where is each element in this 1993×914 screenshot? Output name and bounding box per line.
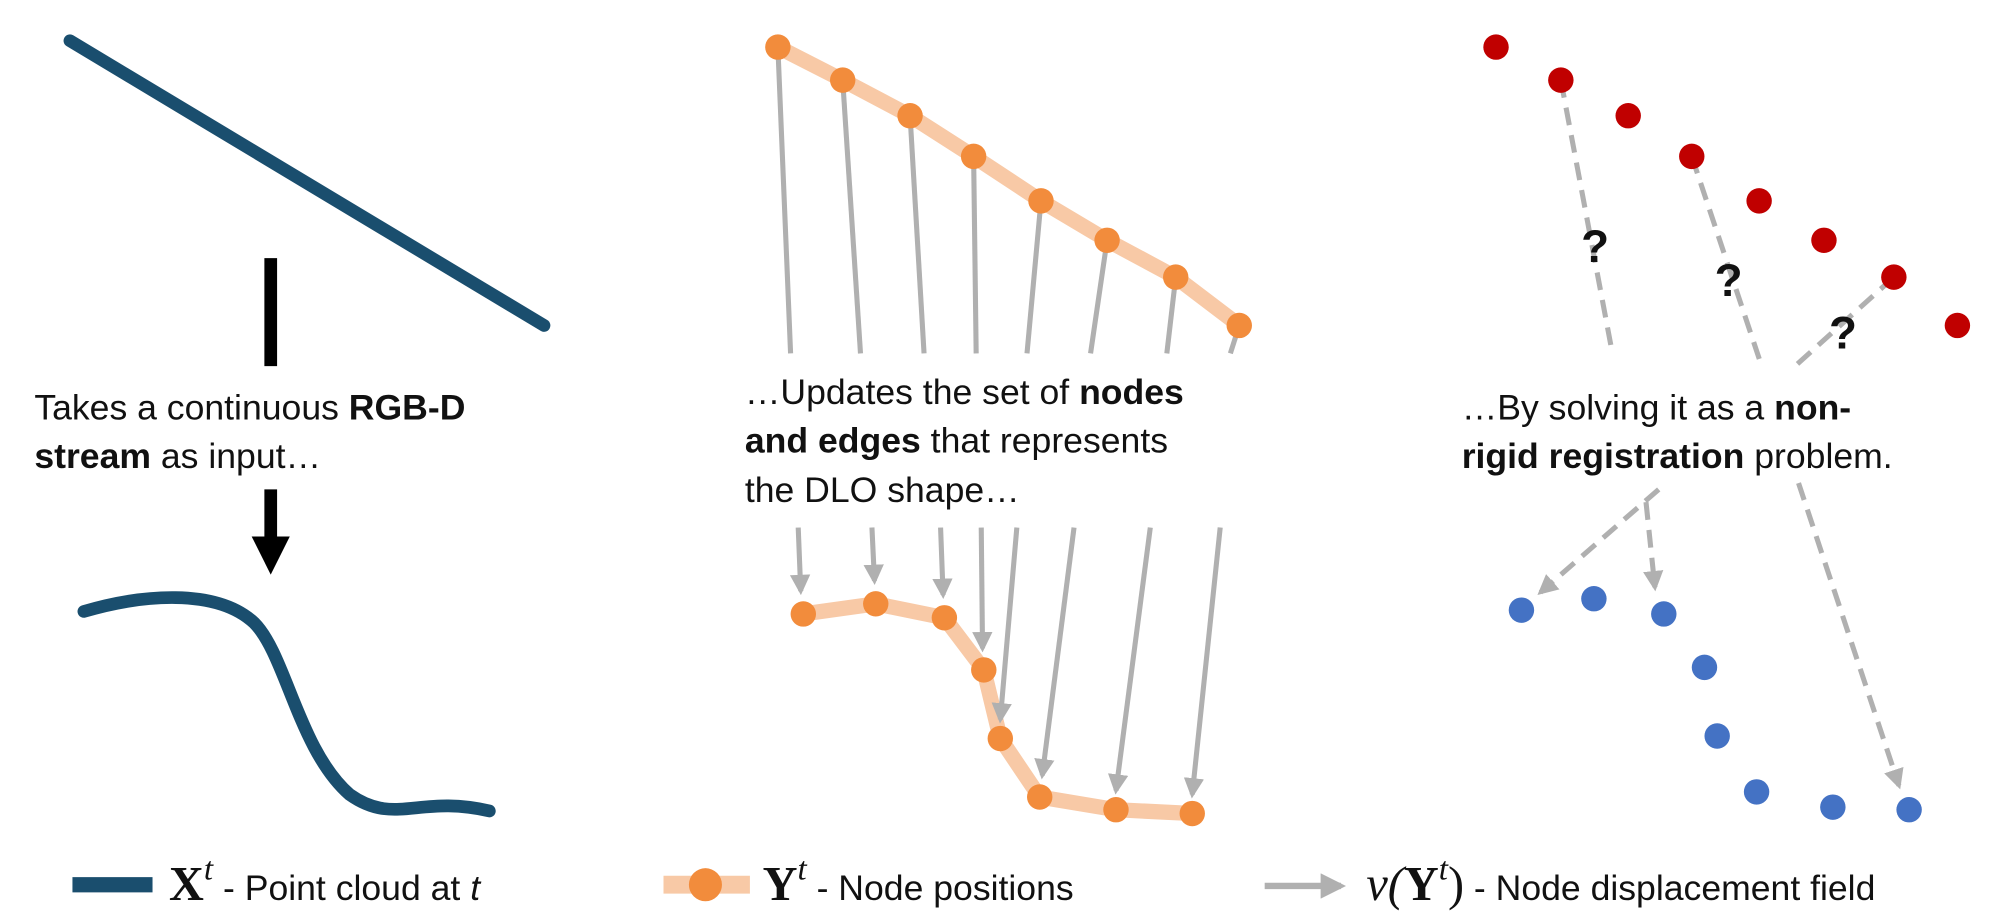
text-run: problem. [1744, 436, 1892, 476]
question-mark: ? [1581, 221, 1609, 272]
text-run: Y [1404, 858, 1439, 911]
text-run: …By solving it as a [1462, 388, 1774, 428]
text-run: - Node displacement field [1464, 868, 1875, 908]
text-run: X [169, 858, 204, 911]
caption-line: …Updates the set of nodes [745, 372, 1184, 412]
legend-entry: Yt - Node positions [763, 852, 1074, 911]
caption-line: and edges that represents [745, 421, 1168, 461]
text-run: as input… [151, 436, 321, 476]
nodes-blue [1509, 586, 1922, 822]
text-run: ) [1448, 858, 1464, 911]
text-run: - Node positions [807, 868, 1074, 908]
text-run: Takes a continuous [34, 388, 348, 428]
legend-entry: Xt - Point cloud at t [169, 852, 482, 911]
caption-line: …By solving it as a non- [1462, 388, 1851, 428]
caption-line: the DLO shape… [745, 470, 1020, 510]
text-run: stream [34, 436, 151, 476]
text-run: RGB-D [349, 388, 466, 428]
text-run: …Updates the set of [745, 372, 1079, 412]
question-mark: ? [1829, 307, 1857, 358]
text-run: non- [1774, 388, 1851, 428]
text-run: and edges [745, 421, 921, 461]
caption-line: rigid registration problem. [1462, 436, 1893, 476]
question-mark: ? [1715, 255, 1743, 306]
text-run: - Point cloud at [213, 868, 470, 908]
text-run: nodes [1079, 372, 1184, 412]
point-cloud-top [70, 41, 544, 326]
caption-line: Takes a continuous RGB-D [34, 388, 465, 428]
text-run: rigid registration [1462, 436, 1745, 476]
caption-line: stream as input… [34, 436, 321, 476]
text-run: t [470, 868, 482, 908]
legend-swatch [689, 868, 722, 901]
point-cloud-bottom [84, 598, 489, 811]
text-run: that represents [921, 421, 1168, 461]
correspondence-lines [778, 47, 1239, 353]
text-run: v( [1366, 858, 1406, 911]
arrow-head [252, 536, 290, 574]
legend-entry: v(Yt) - Node displacement field [1366, 852, 1875, 911]
diagram: Takes a continuous RGB-D stream as input… [0, 0, 1993, 914]
text-run: Y [763, 858, 798, 911]
